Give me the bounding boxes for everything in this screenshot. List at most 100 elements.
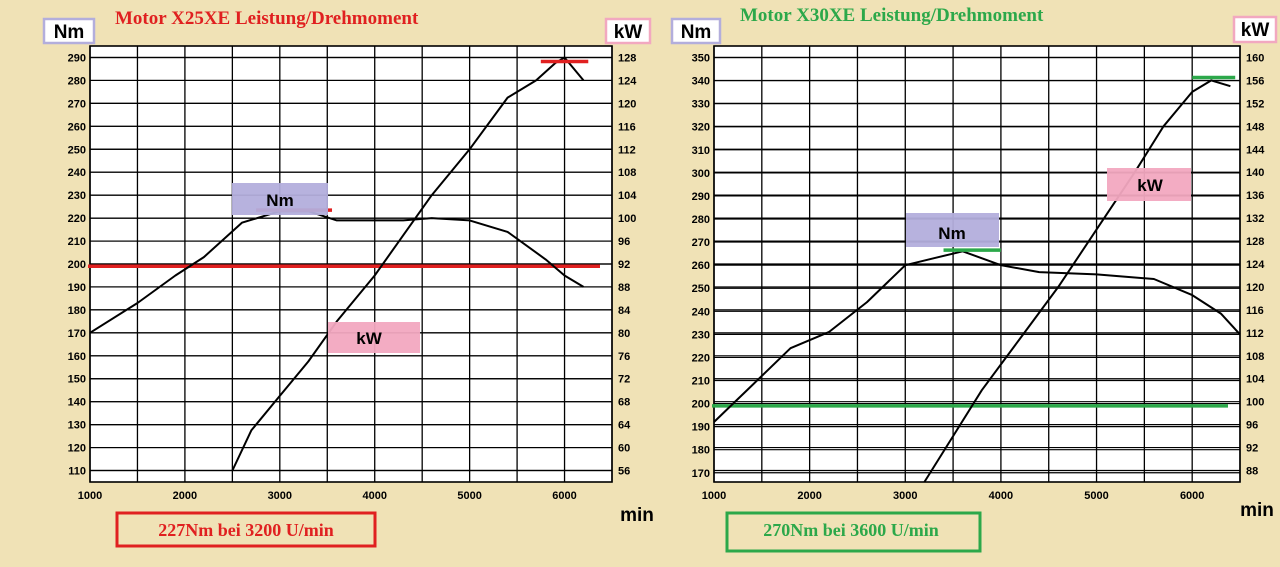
y-right-tick-label: 124 — [618, 75, 637, 87]
kw-annotation-label: kW — [1137, 176, 1163, 195]
peak-note-box — [725, 511, 982, 553]
x-tick-label: 5000 — [457, 490, 481, 502]
y-right-tick-label: 92 — [618, 259, 630, 271]
y-left-tick-label: 320 — [692, 122, 710, 134]
x-tick-label: 5000 — [1084, 490, 1108, 502]
y-right-tick-label: 100 — [1246, 397, 1264, 409]
chart-x30xe: 170 180 190 200 210 220 230 240 250 260 270 280 290 3… — [670, 5, 1278, 553]
y-left-tick-label: 260 — [68, 121, 86, 133]
left-unit-box — [42, 17, 96, 45]
y-left-tick-label: 240 — [692, 306, 710, 318]
right-unit-label: kW — [1241, 20, 1270, 41]
x-tick-label: 1000 — [702, 490, 726, 502]
y-right-tick-label: 116 — [1246, 305, 1264, 317]
peak-note: 227Nm bei 3200 U/min — [158, 520, 334, 540]
y-left-tick-label: 240 — [68, 167, 86, 179]
y-left-tick-label: 220 — [692, 352, 710, 364]
y-left-tick-label: 120 — [68, 443, 86, 455]
x-tick-label: 6000 — [552, 490, 576, 502]
y-left-tick-label: 310 — [692, 145, 710, 157]
x-tick-label: 6000 — [1180, 490, 1204, 502]
y-left-tick-label: 210 — [692, 375, 710, 387]
y-right-tick-label: 120 — [1246, 282, 1264, 294]
y-right-tick-label: 136 — [1246, 190, 1264, 202]
y-left-tick-label: 180 — [692, 445, 710, 457]
y-left-tick-label: 250 — [68, 144, 86, 156]
y-left-tick-label: 150 — [68, 374, 86, 386]
plot-frame — [713, 45, 1241, 483]
kw-annotation-box — [1107, 168, 1191, 201]
y-right-tick-label: 156 — [1246, 75, 1264, 87]
y-right-tick-label: 80 — [618, 328, 630, 340]
x-tick-label: 2000 — [797, 490, 821, 502]
y-right-tick-label: 140 — [1246, 167, 1264, 179]
y-right-tick-label: 112 — [618, 144, 636, 156]
y-right-tick-label: 108 — [1246, 351, 1264, 363]
y-left-tick-label: 200 — [68, 259, 86, 271]
y-left-tick-label: 130 — [68, 420, 86, 432]
y-left-tick-label: 180 — [68, 305, 86, 317]
tick-labels: 170 180 190 200 210 220 230 240 250 260 270 280 290 3… — [692, 52, 1266, 502]
y-right-tick-label: 56 — [618, 466, 630, 478]
y-right-tick-label: 96 — [1246, 420, 1258, 432]
y-left-tick-label: 200 — [692, 399, 710, 411]
x-axis-label: min — [1240, 500, 1274, 521]
y-right-tick-label: 128 — [618, 52, 636, 64]
y-left-tick-label: 190 — [68, 282, 86, 294]
y-right-tick-label: 124 — [1246, 259, 1265, 271]
y-left-tick-label: 260 — [692, 260, 710, 272]
y-right-tick-label: 88 — [618, 282, 630, 294]
y-left-tick-label: 300 — [692, 168, 710, 180]
y-left-tick-label: 280 — [68, 75, 86, 87]
nm-annotation-box — [906, 213, 999, 247]
chart-x25xe: 110 120 130 140 150 160 170 180 190 200 210 220 230 2… — [42, 8, 654, 548]
y-right-tick-label: 60 — [618, 443, 630, 455]
y-right-tick-label: 96 — [618, 236, 630, 248]
chart-title: Motor X25XE Leistung/Drehmoment — [115, 8, 419, 29]
peak-note: 270Nm bei 3600 U/min — [763, 520, 939, 540]
y-right-tick-label: 76 — [618, 351, 630, 363]
y-right-tick-label: 144 — [1246, 144, 1265, 156]
x-axis-label: min — [620, 505, 654, 526]
right-unit-box — [1232, 15, 1278, 44]
x-tick-label: 3000 — [268, 490, 292, 502]
y-left-tick-label: 340 — [692, 76, 710, 88]
y-right-tick-label: 68 — [618, 397, 630, 409]
right-unit-box — [604, 17, 652, 45]
x-tick-label: 4000 — [362, 490, 386, 502]
kw-annotation-box — [328, 322, 420, 353]
series-line-kw — [231, 56, 585, 471]
y-left-tick-label: 270 — [68, 98, 86, 110]
y-left-tick-label: 290 — [68, 52, 86, 64]
y-right-tick-label: 116 — [618, 121, 636, 133]
y-left-tick-label: 170 — [692, 468, 710, 480]
nm-annotation-label: Nm — [938, 224, 965, 243]
y-left-tick-label: 270 — [692, 237, 710, 249]
y-left-tick-label: 230 — [692, 329, 710, 341]
tick-labels: 110 120 130 140 150 160 170 180 190 200 210 220 230 2… — [68, 52, 638, 502]
series-line-nm — [89, 210, 585, 334]
y-left-tick-label: 350 — [692, 53, 710, 65]
y-left-tick-label: 290 — [692, 191, 710, 203]
y-left-tick-label: 110 — [68, 466, 86, 478]
y-right-tick-label: 64 — [618, 420, 631, 432]
y-left-tick-label: 230 — [68, 190, 86, 202]
y-right-tick-label: 104 — [1246, 374, 1265, 386]
plot-frame — [89, 45, 613, 483]
y-right-tick-label: 72 — [618, 374, 630, 386]
nm-annotation-box — [232, 183, 328, 215]
y-left-tick-label: 280 — [692, 214, 710, 226]
y-left-tick-label: 170 — [68, 328, 86, 340]
y-right-tick-label: 152 — [1246, 98, 1264, 110]
series-line-kw — [923, 79, 1231, 483]
y-left-tick-label: 140 — [68, 397, 86, 409]
nm-annotation-label: Nm — [266, 191, 293, 210]
y-right-tick-label: 100 — [618, 213, 636, 225]
y-left-tick-label: 330 — [692, 99, 710, 111]
y-right-tick-label: 148 — [1246, 121, 1264, 133]
y-right-tick-label: 92 — [1246, 443, 1258, 455]
y-right-tick-label: 120 — [618, 98, 636, 110]
y-left-tick-label: 210 — [68, 236, 86, 248]
curves — [713, 75, 1241, 483]
y-right-tick-label: 88 — [1246, 466, 1258, 478]
